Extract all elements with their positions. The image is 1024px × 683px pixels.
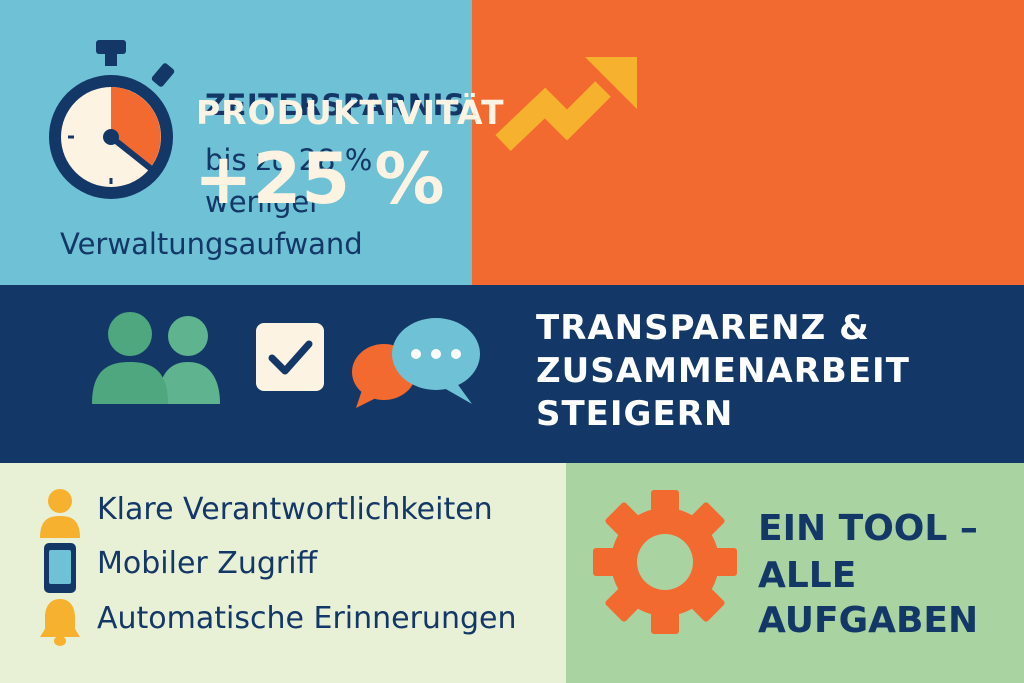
tool-line-2: ALLE — [758, 555, 857, 596]
time-savings-line-3: Verwaltungsaufwand — [60, 227, 363, 261]
collaboration-line-2: ZUSAMMENARBEIT — [536, 351, 910, 391]
productivity-panel — [472, 0, 1024, 285]
chat-bubbles-icon — [352, 318, 480, 408]
time-savings-title: ZEITERSPARNIS — [205, 88, 466, 122]
person-icon — [40, 489, 80, 538]
bell-icon — [40, 599, 80, 646]
smartphone-icon — [44, 543, 76, 593]
productivity-title: PRODUKTIVITÄT — [196, 93, 505, 132]
feature-item-reminders: Automatische Erinnerungen — [97, 601, 517, 636]
tool-line-1: EIN TOOL – — [758, 508, 978, 549]
features-panel — [0, 463, 566, 683]
trend-arrow-icon — [495, 57, 637, 151]
time-savings-line-2: weniger — [205, 185, 322, 219]
productivity-value: +25 % — [194, 138, 445, 220]
collaboration-line-3: STEIGERN — [536, 394, 734, 434]
collaboration-line-1: TRANSPARENZ & — [536, 308, 870, 348]
feature-item-responsibilities: Klare Verantwortlichkeiten — [97, 492, 493, 527]
tool-line-3: AUFGABEN — [758, 600, 979, 641]
checkbox-icon — [256, 323, 324, 391]
feature-item-mobile-access: Mobiler Zugriff — [97, 546, 318, 581]
people-icon — [92, 312, 220, 404]
stopwatch-icon — [49, 40, 175, 199]
time-savings-line-1: bis zu 28 % — [205, 143, 373, 177]
gear-icon — [593, 490, 737, 634]
